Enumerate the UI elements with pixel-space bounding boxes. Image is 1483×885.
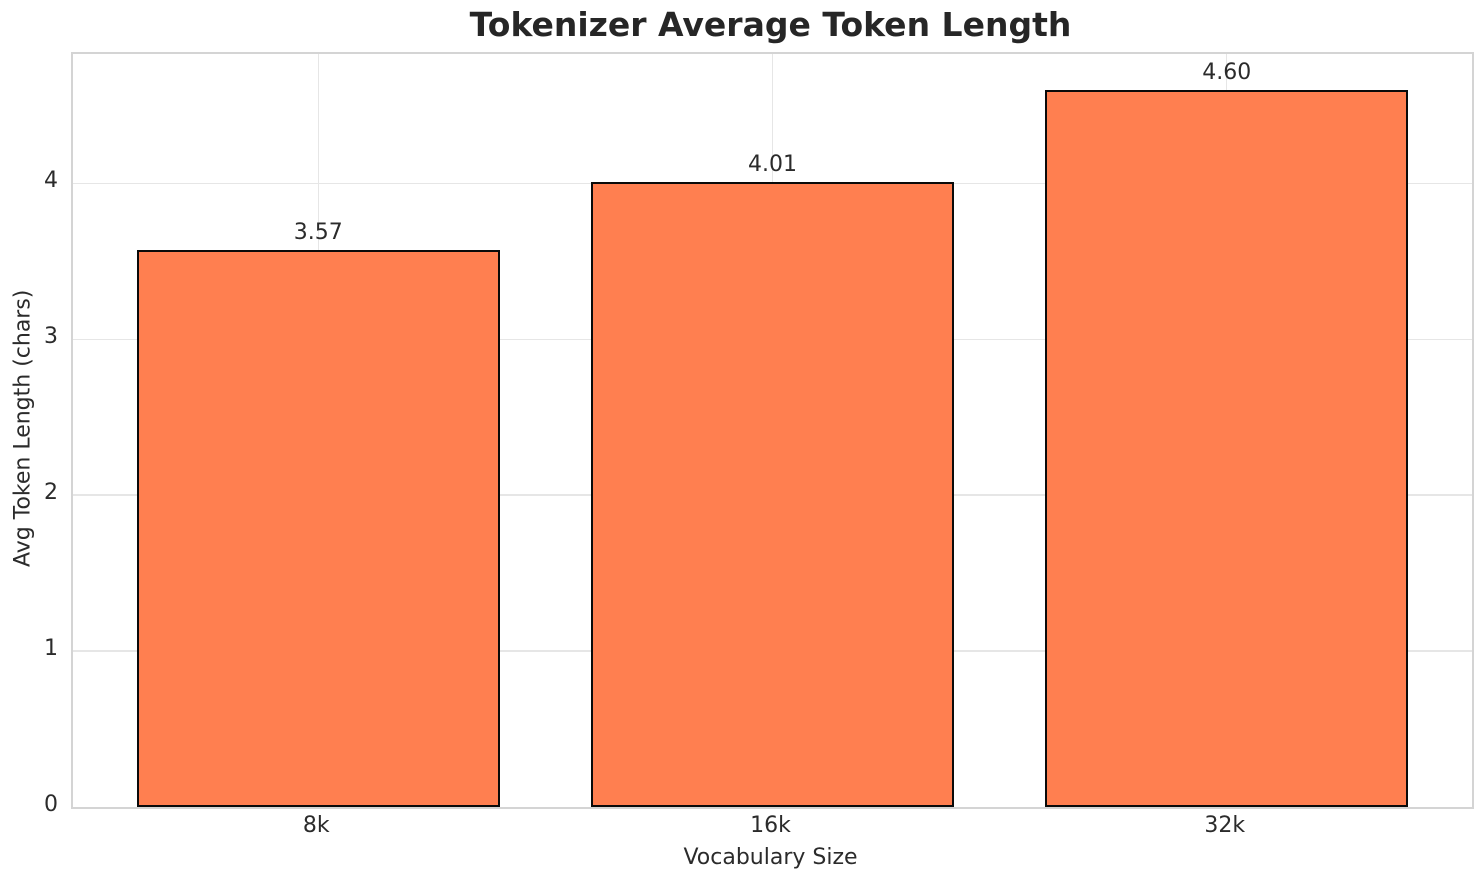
bar-value-label-16k: 4.01 [748, 151, 797, 177]
x-tick-label-32k: 32k [1204, 813, 1246, 838]
y-tick-label-4: 4 [44, 168, 58, 194]
x-tick-labels: 8k 16k 32k [71, 812, 1470, 842]
y-tick-label-0: 0 [44, 792, 58, 817]
plot-area: 3.57 4.01 4.60 [71, 52, 1474, 809]
y-tick-label-1: 1 [44, 636, 58, 662]
x-axis-label: Vocabulary Size [683, 845, 858, 870]
y-tick-label-3: 3 [44, 324, 58, 350]
y-tick-label-2: 2 [44, 480, 58, 506]
bar-32k [1045, 89, 1409, 807]
bar-8k [136, 250, 500, 807]
x-tick-label-16k: 16k [750, 813, 791, 838]
chart-title: Tokenizer Average Token Length [469, 5, 1072, 44]
x-tick-label-8k: 8k [302, 813, 330, 838]
y-tick-labels: 0 1 2 3 4 [0, 52, 58, 817]
bar-value-label-32k: 4.60 [1202, 59, 1252, 85]
bar-16k [590, 181, 955, 807]
bar-value-label-8k: 3.57 [293, 220, 343, 246]
